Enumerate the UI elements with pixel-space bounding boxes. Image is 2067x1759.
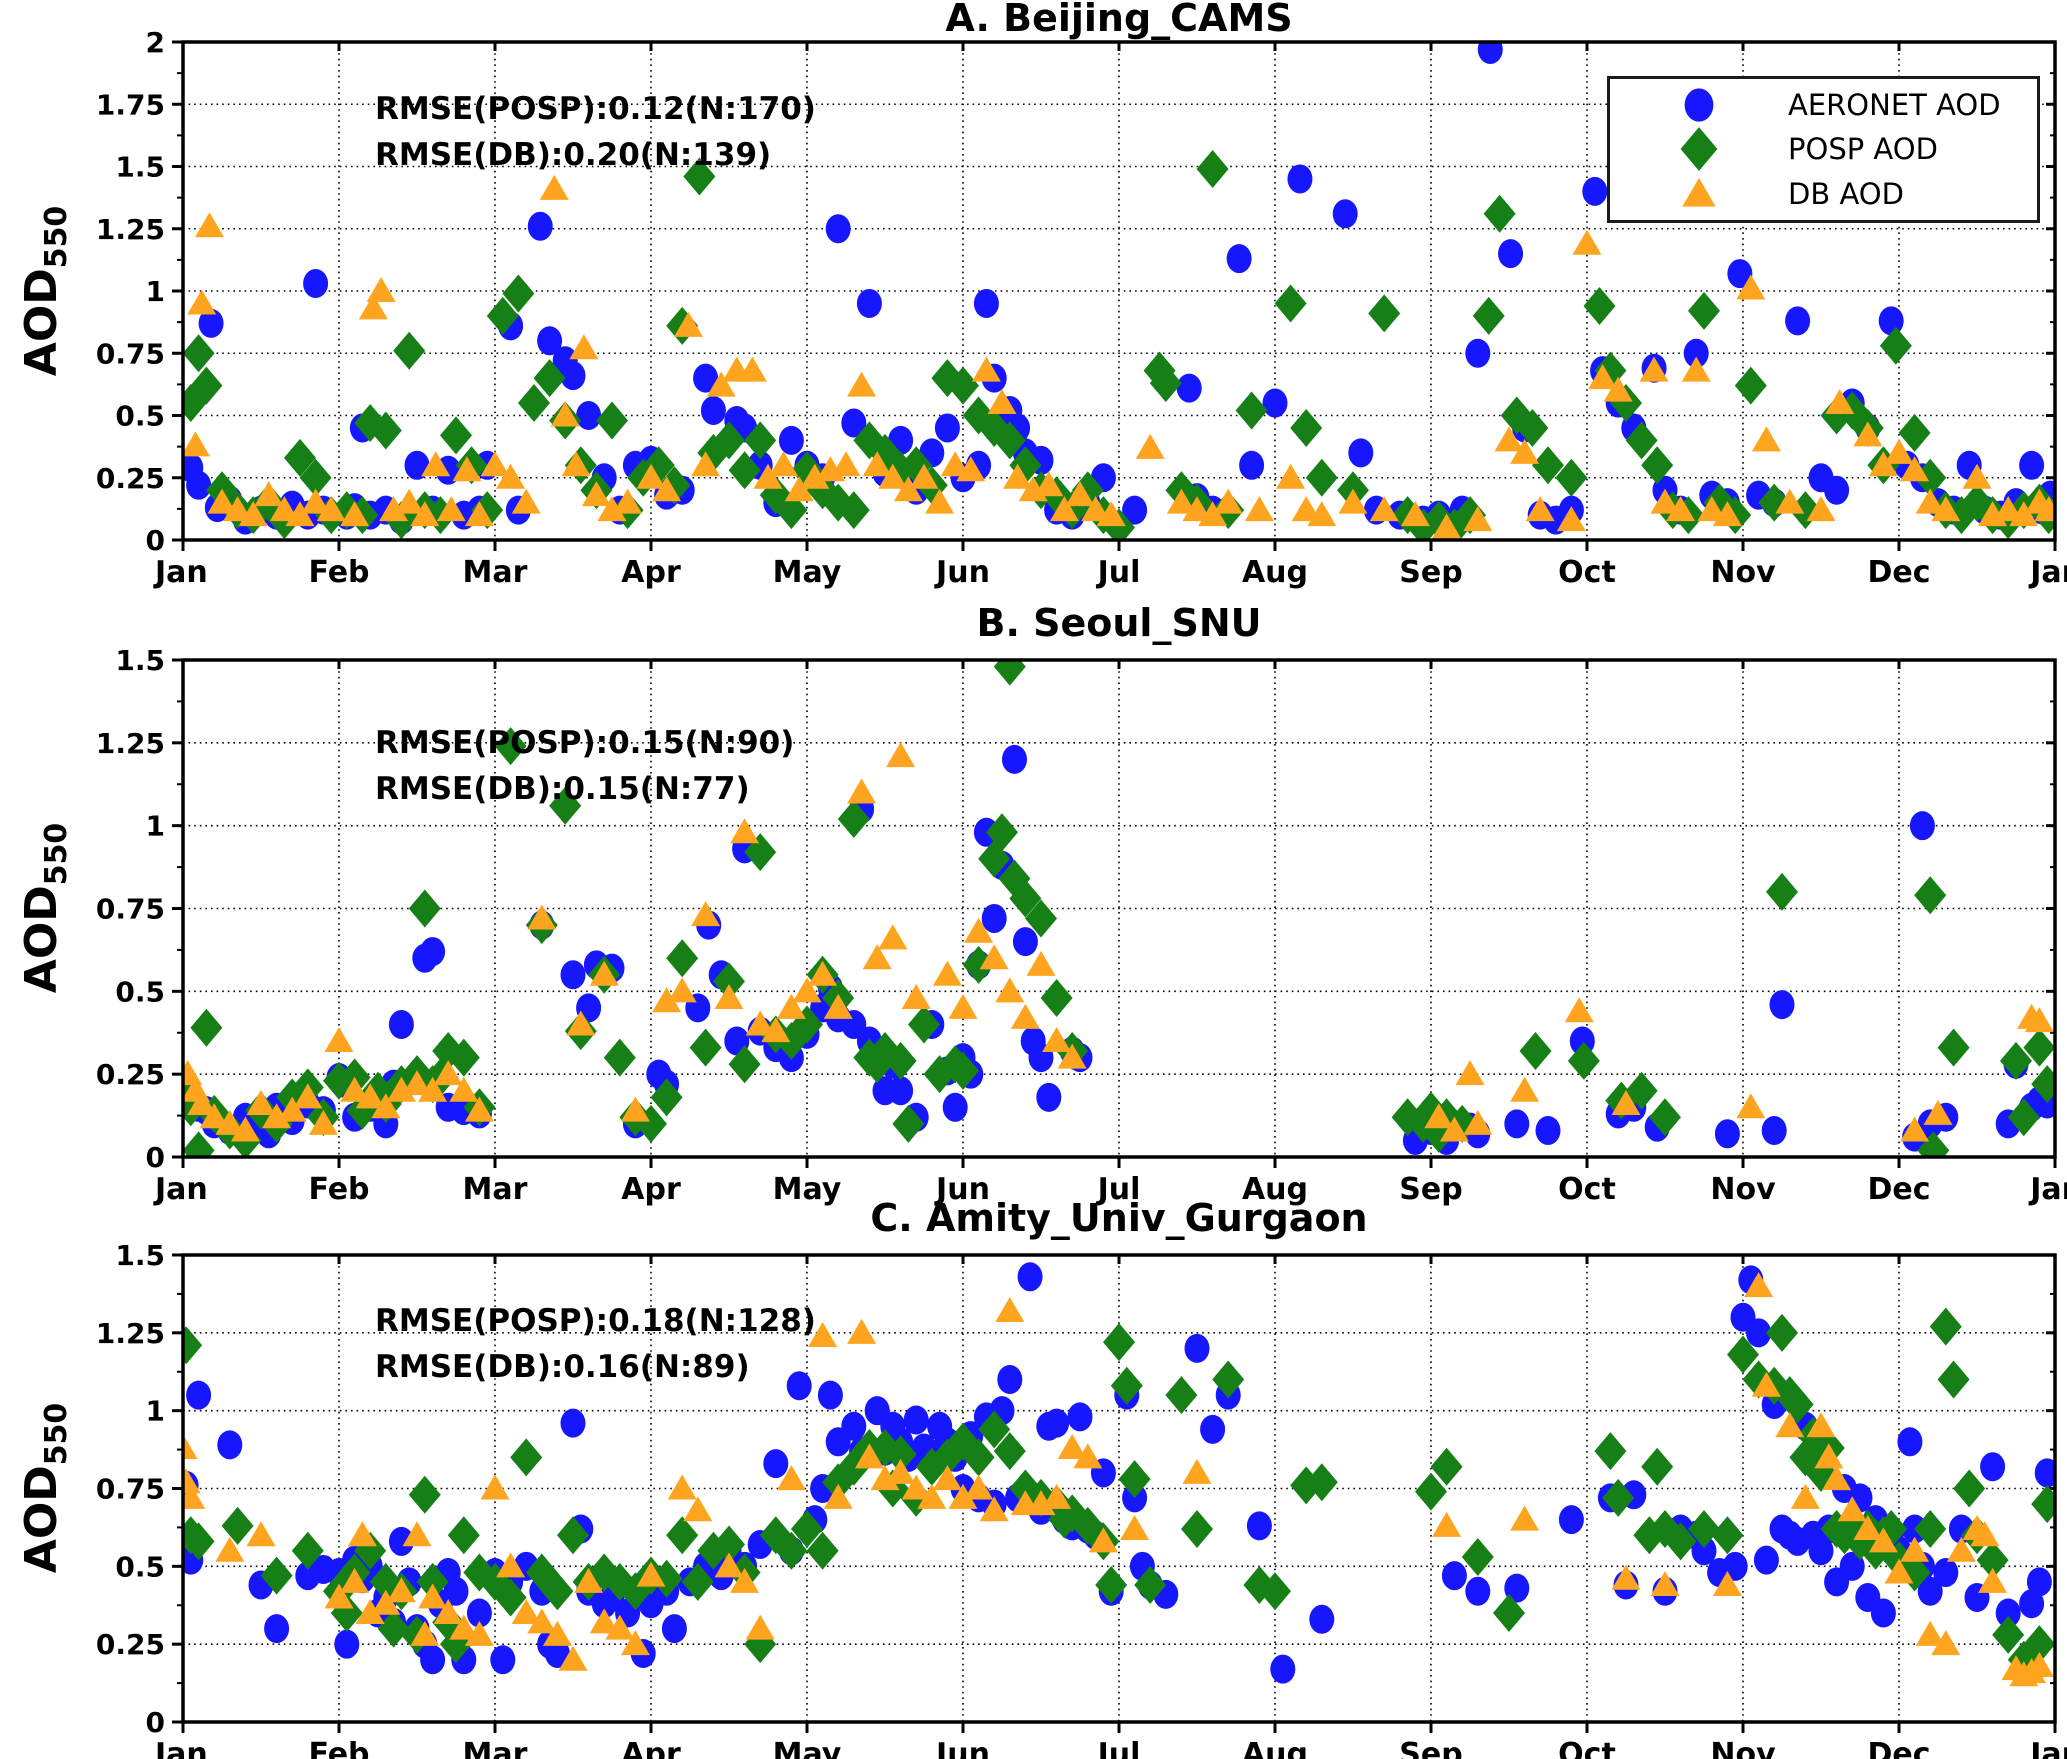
svg-text:Sep: Sep xyxy=(1399,555,1462,590)
panel-c-rmse-annotation: RMSE(POSP):0.18(N:128) RMSE(DB):0.16(N:8… xyxy=(375,1298,816,1390)
svg-text:0.5: 0.5 xyxy=(115,1550,165,1583)
svg-text:Apr: Apr xyxy=(621,555,681,590)
svg-text:0.75: 0.75 xyxy=(96,337,165,370)
svg-text:Jul: Jul xyxy=(1096,1737,1141,1759)
svg-text:0.5: 0.5 xyxy=(115,975,165,1008)
svg-text:Mar: Mar xyxy=(463,1172,528,1207)
svg-text:May: May xyxy=(773,1737,842,1759)
rmse-db-text: RMSE(DB):0.20(N:139) xyxy=(375,137,772,173)
rmse-db-text: RMSE(DB):0.16(N:89) xyxy=(375,1349,750,1385)
panel-a-rmse-annotation: RMSE(POSP):0.12(N:170) RMSE(DB):0.20(N:1… xyxy=(375,86,816,178)
legend-label: AERONET AOD xyxy=(1788,88,2001,123)
svg-text:0.25: 0.25 xyxy=(96,1058,165,1091)
svg-text:Mar: Mar xyxy=(463,555,528,590)
rmse-db-text: RMSE(DB):0.15(N:77) xyxy=(375,771,750,807)
svg-text:May: May xyxy=(773,1172,842,1207)
rmse-posp-text: RMSE(POSP):0.18(N:128) xyxy=(375,1303,816,1339)
svg-text:Sep: Sep xyxy=(1399,1172,1462,1207)
svg-text:Jan: Jan xyxy=(153,1737,208,1759)
svg-text:Jan: Jan xyxy=(153,1172,208,1207)
svg-text:Aug: Aug xyxy=(1242,1172,1308,1207)
rmse-posp-text: RMSE(POSP):0.15(N:90) xyxy=(375,725,795,761)
legend-item-aeronet: AERONET AOD xyxy=(1610,83,2037,127)
panel-a-title: A. Beijing_CAMS xyxy=(945,0,1293,40)
svg-text:1.5: 1.5 xyxy=(115,644,165,677)
svg-text:Nov: Nov xyxy=(1710,1737,1776,1759)
svg-text:0: 0 xyxy=(146,1706,165,1739)
svg-text:Mar: Mar xyxy=(463,1737,528,1759)
svg-text:Jun: Jun xyxy=(934,555,990,590)
legend-label: POSP AOD xyxy=(1788,132,1938,167)
svg-text:0.25: 0.25 xyxy=(96,462,165,495)
panel-b-y-axis-label: AOD550 xyxy=(16,822,74,994)
svg-text:Jan: Jan xyxy=(2028,1172,2067,1207)
rmse-posp-text: RMSE(POSP):0.12(N:170) xyxy=(375,91,816,127)
svg-text:Jun: Jun xyxy=(934,1172,990,1207)
svg-text:2: 2 xyxy=(146,26,165,59)
svg-text:Nov: Nov xyxy=(1710,1172,1776,1207)
svg-text:Oct: Oct xyxy=(1558,1737,1616,1759)
svg-text:1.5: 1.5 xyxy=(115,1239,165,1272)
svg-text:Dec: Dec xyxy=(1867,1172,1930,1207)
panel-b-rmse-annotation: RMSE(POSP):0.15(N:90) RMSE(DB):0.15(N:77… xyxy=(375,720,794,812)
svg-text:Aug: Aug xyxy=(1242,1737,1308,1759)
svg-text:Dec: Dec xyxy=(1867,1737,1930,1759)
svg-text:May: May xyxy=(773,555,842,590)
svg-text:1.25: 1.25 xyxy=(96,213,165,246)
svg-text:1.5: 1.5 xyxy=(115,151,165,184)
svg-text:Jan: Jan xyxy=(153,555,208,590)
svg-text:0.75: 0.75 xyxy=(96,893,165,926)
svg-text:Jul: Jul xyxy=(1096,555,1141,590)
svg-text:0: 0 xyxy=(146,524,165,557)
panel-b-title: B. Seoul_SNU xyxy=(976,601,1262,645)
svg-text:1.25: 1.25 xyxy=(96,727,165,760)
svg-text:Feb: Feb xyxy=(308,1172,369,1207)
svg-text:1.75: 1.75 xyxy=(96,88,165,121)
svg-text:Oct: Oct xyxy=(1558,1172,1616,1207)
svg-text:Feb: Feb xyxy=(308,1737,369,1759)
svg-text:0.25: 0.25 xyxy=(96,1628,165,1661)
legend: AERONET AOD POSP AOD DB AOD xyxy=(1607,76,2040,223)
svg-text:Feb: Feb xyxy=(308,555,369,590)
aeronet-circle-icon xyxy=(1610,85,1788,125)
svg-text:Oct: Oct xyxy=(1558,555,1616,590)
db-triangle-icon xyxy=(1610,174,1788,214)
svg-text:Dec: Dec xyxy=(1867,555,1930,590)
svg-text:Sep: Sep xyxy=(1399,1737,1462,1759)
panel-c-y-axis-label: AOD550 xyxy=(16,1402,74,1574)
svg-text:Apr: Apr xyxy=(621,1737,681,1759)
svg-text:Jan: Jan xyxy=(2028,555,2067,590)
svg-text:1.25: 1.25 xyxy=(96,1317,165,1350)
svg-text:Aug: Aug xyxy=(1242,555,1308,590)
svg-text:1: 1 xyxy=(146,275,165,308)
svg-text:0: 0 xyxy=(146,1141,165,1174)
svg-text:Jun: Jun xyxy=(934,1737,990,1759)
svg-text:Jul: Jul xyxy=(1096,1172,1141,1207)
svg-text:1: 1 xyxy=(146,1395,165,1428)
svg-text:Apr: Apr xyxy=(621,1172,681,1207)
svg-text:0.75: 0.75 xyxy=(96,1473,165,1506)
legend-item-posp: POSP AOD xyxy=(1610,127,2037,172)
legend-label: DB AOD xyxy=(1788,176,1904,211)
svg-text:1: 1 xyxy=(146,810,165,843)
svg-text:0.5: 0.5 xyxy=(115,400,165,433)
posp-diamond-icon xyxy=(1610,127,1788,172)
panel-c-title: C. Amity_Univ_Gurgaon xyxy=(870,1196,1368,1240)
legend-item-db: DB AOD xyxy=(1610,172,2037,216)
svg-text:Nov: Nov xyxy=(1710,555,1776,590)
panel-a-y-axis-label: AOD550 xyxy=(16,205,74,377)
svg-text:Jan: Jan xyxy=(2028,1737,2067,1759)
